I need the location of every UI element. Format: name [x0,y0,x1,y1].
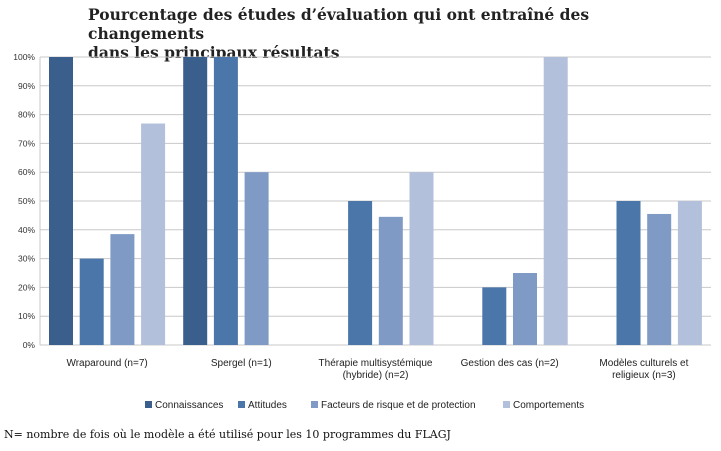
legend-swatch [145,401,152,408]
legend-label: Comportements [513,400,584,411]
bar-facteurs-de-risque-et-de-protection [513,273,537,345]
bar-facteurs-de-risque-et-de-protection [378,216,403,345]
x-category-label: Modèles culturels et [599,358,688,369]
legend-swatch [503,401,510,408]
bar-attitudes [482,287,507,345]
y-tick-label: 60% [18,167,35,177]
x-category-label: Wraparound (n=7) [66,358,147,369]
bar-connaissances [183,57,208,345]
x-category-label: (hybride) (n=2) [343,370,409,381]
bar-comportements [677,201,702,345]
footnote: N= nombre de fois où le modèle a été uti… [4,428,451,441]
y-tick-label: 40% [18,225,35,235]
legend-label: Attitudes [248,400,287,411]
bar-attitudes [348,201,373,345]
bar-attitudes [79,258,104,345]
legend-label: Connaissances [155,400,223,411]
x-category-label: Spergel (n=1) [211,358,272,369]
y-tick-label: 90% [18,81,35,91]
bar-comportements [141,123,166,345]
chart-title-line-1: Pourcentage des études d’évaluation qui … [88,5,590,43]
bar-comportements [543,57,568,345]
legend-swatch [311,401,318,408]
legend-swatch [238,401,245,408]
y-tick-label: 100% [13,52,35,62]
bar-facteurs-de-risque-et-de-protection [647,213,672,345]
y-tick-label: 0% [23,340,36,350]
bar-comportements [409,172,434,345]
bar-connaissances [49,57,73,345]
y-tick-label: 70% [18,138,35,148]
x-category-label: Thérapie multisystémique [319,358,433,369]
y-tick-label: 30% [18,254,35,264]
y-tick-label: 50% [18,196,35,206]
bar-attitudes [213,57,238,345]
bar-chart: 0% 10% 20% 30% 40% 50% 60% 70% 80% 90% 100% Wraparo… [13,52,711,411]
bar-facteurs-de-risque-et-de-protection [110,234,135,345]
x-category-label: Gestion des cas (n=2) [461,358,559,369]
bar-facteurs-de-risque-et-de-protection [244,172,269,345]
y-tick-label: 80% [18,110,35,120]
y-tick-label: 10% [18,311,35,321]
legend-label: Facteurs de risque et de protection [321,400,476,411]
x-category-label: religieux (n=3) [612,370,676,381]
bar-attitudes [616,201,641,345]
y-tick-label: 20% [18,282,35,292]
